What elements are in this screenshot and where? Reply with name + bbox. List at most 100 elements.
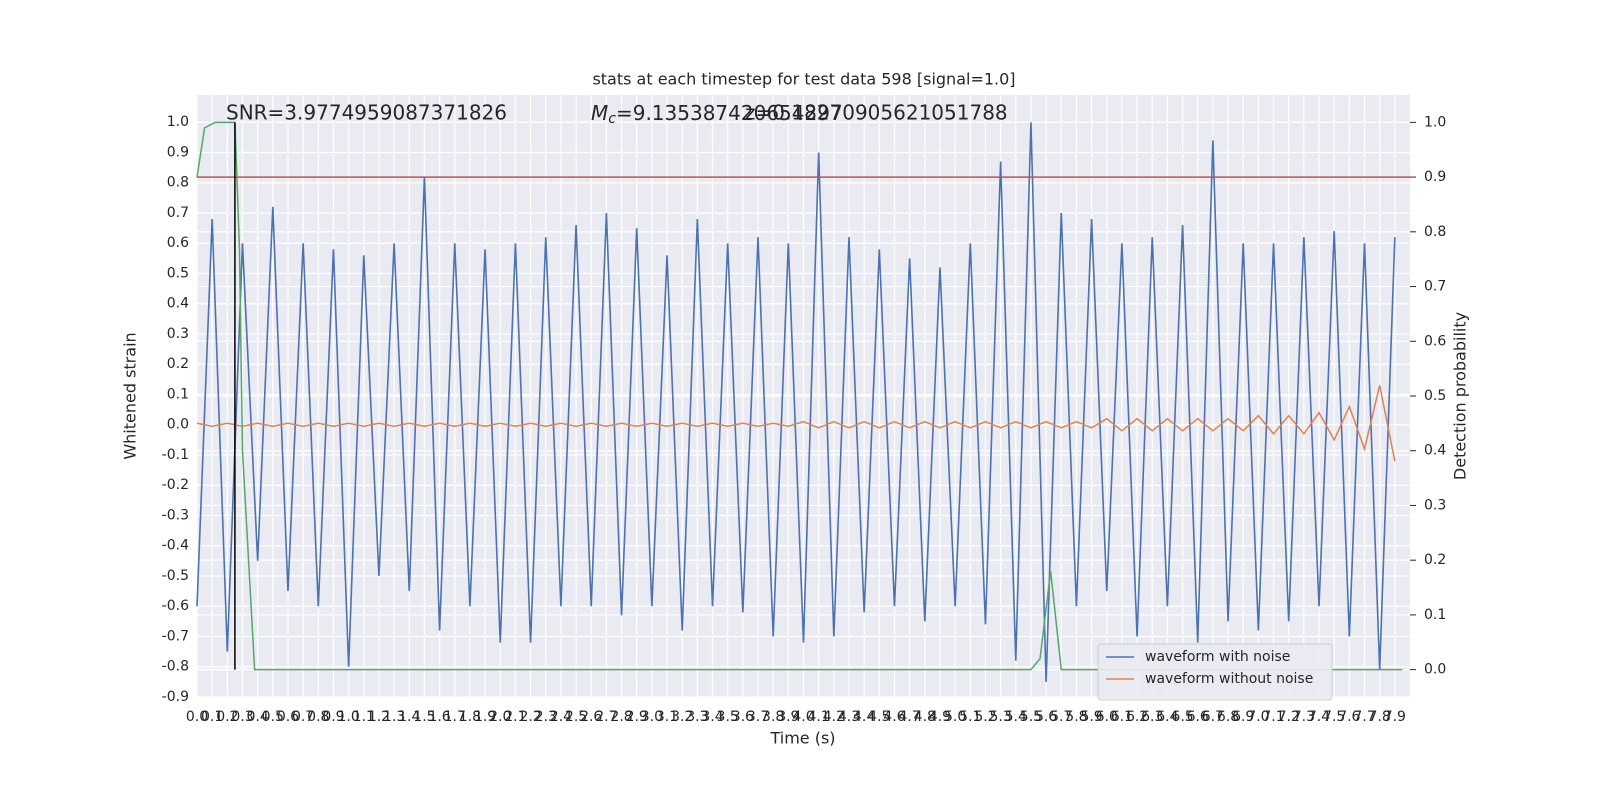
x-tick-label: 0.2: [216, 709, 238, 725]
x-tick-label: 0.8: [307, 709, 329, 725]
y2-tick-label: 0.1: [1424, 607, 1446, 623]
x-tick-label: 5.5: [1020, 709, 1042, 725]
x-tick-label: 6.2: [1126, 709, 1148, 725]
x-tick-label: 3.9: [777, 709, 799, 725]
y-tick-label: 0.7: [167, 205, 189, 221]
x-tick-label: 2.6: [580, 709, 602, 725]
x-tick-label: 7.4: [1308, 709, 1330, 725]
x-tick-label: 5.9: [1080, 709, 1102, 725]
y2-tick-label: 0.8: [1424, 224, 1446, 240]
x-tick-label: 4.3: [838, 709, 860, 725]
x-tick-label: 3.6: [732, 709, 754, 725]
mc-annotation: Mc=9.135387420654297: [591, 101, 843, 128]
x-tick-label: 1.5: [413, 709, 435, 725]
x-tick-label: 4.8: [914, 709, 936, 725]
x-tick-label: 2.8: [610, 709, 632, 725]
x-tick-label: 7.5: [1323, 709, 1345, 725]
x-tick-label: 1.3: [383, 709, 405, 725]
x-tick-label: 0.7: [292, 709, 314, 725]
x-tick-label: 4.1: [808, 709, 830, 725]
y-tick-label: -0.1: [162, 447, 189, 463]
chart-title: stats at each timestep for test data 598…: [592, 70, 1015, 89]
legend-label: waveform without noise: [1145, 671, 1313, 687]
y2-tick-label: 0.9: [1424, 169, 1446, 185]
x-tick-label: 0.1: [201, 709, 223, 725]
series-line: [196, 385, 1396, 462]
mc-subscript: c: [608, 111, 616, 127]
x-tick-label: 3.4: [701, 709, 723, 725]
y-tick-label: 0.1: [167, 386, 189, 402]
x-tick-label: 7.9: [1384, 709, 1406, 725]
x-tick-label: 5.3: [989, 709, 1011, 725]
x-tick-label: 6.8: [1217, 709, 1239, 725]
y2-tick-label: 0.0: [1424, 662, 1446, 678]
legend-box: [1097, 643, 1333, 701]
y-tick-label: -0.6: [162, 598, 189, 614]
y2-tick-label: 1.0: [1424, 114, 1446, 130]
x-tick-label: 3.2: [671, 709, 693, 725]
x-tick-label: 5.6: [1035, 709, 1057, 725]
x-tick-label: 6.4: [1156, 709, 1178, 725]
x-tick-label: 5.2: [974, 709, 996, 725]
x-tick-label: 0.4: [247, 709, 269, 725]
x-tick-label: 2.2: [519, 709, 541, 725]
x-tick-label: 5.7: [1050, 709, 1072, 725]
x-tick-label: 0.6: [277, 709, 299, 725]
x-tick-label: 2.7: [595, 709, 617, 725]
y-tick-label: 0.0: [167, 417, 189, 433]
x-tick-label: 0.9: [322, 709, 344, 725]
y-tick-label: 0.9: [167, 144, 189, 160]
x-tick-label: 3.5: [717, 709, 739, 725]
x-tick-label: 0.3: [231, 709, 253, 725]
y-tick-label: -0.7: [162, 628, 189, 644]
series-line: [196, 122, 1396, 682]
y-tick-label: -0.5: [162, 568, 189, 584]
y-tick-label: 1.0: [167, 114, 189, 130]
x-tick-label: 1.7: [444, 709, 466, 725]
x-tick-label: 4.7: [899, 709, 921, 725]
x-tick-label: 2.4: [550, 709, 572, 725]
y2-tick-label: 0.6: [1424, 333, 1446, 349]
mc-symbol: M: [591, 101, 608, 125]
x-tick-label: 4.9: [929, 709, 951, 725]
x-tick-label: 3.0: [641, 709, 663, 725]
series-line: [196, 121, 1403, 671]
x-axis-label: Time (s): [769, 729, 835, 748]
y-tick-label: 0.3: [167, 326, 189, 342]
x-tick-label: 4.6: [883, 709, 905, 725]
x-tick-label: 2.1: [504, 709, 526, 725]
y-tick-label: 0.4: [167, 296, 189, 312]
y-tick-label: -0.4: [162, 538, 189, 554]
y2-tick-label: 0.5: [1424, 388, 1446, 404]
x-tick-label: 7.3: [1293, 709, 1315, 725]
z-annotation: z=0.18270905621051788: [745, 101, 1008, 125]
x-tick-label: 2.5: [565, 709, 587, 725]
x-tick-label: 4.5: [868, 709, 890, 725]
x-tick-label: 3.8: [762, 709, 784, 725]
y-tick-label: 0.5: [167, 265, 189, 281]
marks: [196, 121, 1410, 682]
x-tick-label: 7.2: [1278, 709, 1300, 725]
y-tick-label: -0.3: [162, 507, 189, 523]
x-tick-label: 2.0: [489, 709, 511, 725]
x-tick-label: 0.5: [262, 709, 284, 725]
x-tick-label: 5.4: [1005, 709, 1027, 725]
x-tick-label: 7.1: [1262, 709, 1284, 725]
mc-value: =9.135387420654297: [616, 101, 843, 125]
x-tick-label: 7.7: [1353, 709, 1375, 725]
x-tick-label: 6.1: [1111, 709, 1133, 725]
x-tick-label: 6.6: [1187, 709, 1209, 725]
x-tick-label: 3.3: [686, 709, 708, 725]
y2-axis-label: Detection probability: [1451, 312, 1470, 480]
y-tick-label: 0.6: [167, 235, 189, 251]
y-tick-label: -0.9: [162, 689, 189, 705]
x-tick-label: 3.7: [747, 709, 769, 725]
y-tick-label: -0.8: [162, 659, 189, 675]
x-tick-label: 1.6: [428, 709, 450, 725]
x-tick-label: 5.0: [944, 709, 966, 725]
x-tick-label: 5.8: [1065, 709, 1087, 725]
x-tick-label: 3.1: [656, 709, 678, 725]
x-tick-label: 4.0: [792, 709, 814, 725]
x-tick-label: 6.3: [1141, 709, 1163, 725]
